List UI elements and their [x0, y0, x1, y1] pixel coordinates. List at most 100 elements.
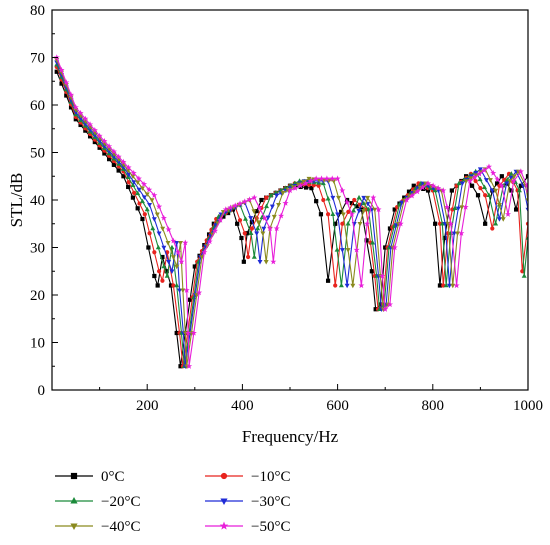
data-point: [106, 143, 113, 149]
data-point: [325, 212, 331, 217]
data-point: [268, 192, 274, 197]
data-point: [419, 184, 426, 191]
data-point: [361, 200, 367, 206]
data-point: [325, 278, 331, 283]
data-point: [178, 258, 185, 265]
legend-item: 0°C: [55, 469, 125, 485]
data-point: [469, 183, 475, 188]
data-point: [199, 255, 205, 260]
data-point: [408, 192, 416, 199]
data-point: [222, 206, 229, 213]
data-point: [211, 227, 219, 234]
data-point: [286, 187, 294, 194]
data-point: [115, 153, 122, 160]
data-point: [174, 264, 180, 270]
data-point: [160, 226, 166, 232]
data-point: [475, 193, 481, 198]
data-point: [264, 203, 270, 209]
data-point: [154, 212, 160, 218]
data-point: [91, 126, 98, 133]
data-point: [135, 206, 140, 211]
data-point: [170, 255, 176, 260]
series-4: [54, 58, 528, 370]
data-point: [251, 209, 257, 214]
data-point: [463, 179, 469, 184]
data-point: [280, 191, 286, 196]
legend-marker: [219, 521, 229, 530]
data-point: [451, 231, 457, 237]
data-point: [126, 184, 131, 190]
data-point: [185, 329, 192, 336]
data-point: [442, 222, 448, 227]
data-point: [466, 177, 473, 184]
data-point: [486, 192, 492, 197]
data-point: [174, 282, 180, 288]
data-point: [478, 186, 483, 191]
data-point: [453, 282, 460, 289]
data-point: [399, 200, 405, 206]
data-point: [485, 163, 492, 170]
data-point: [269, 204, 275, 210]
data-point: [259, 197, 264, 203]
data-point: [251, 254, 257, 259]
data-point: [458, 230, 465, 236]
data-point: [164, 273, 170, 278]
data-point: [116, 168, 121, 173]
data-point: [136, 187, 142, 193]
data-point: [490, 226, 495, 231]
data-point: [131, 180, 137, 185]
data-point: [144, 192, 150, 197]
data-point: [364, 238, 369, 243]
data-point: [169, 244, 175, 250]
data-point: [330, 211, 336, 216]
legend-label: −10°C: [251, 469, 290, 485]
legend-marker: [220, 498, 228, 505]
data-point: [414, 188, 421, 195]
data-point: [111, 162, 116, 167]
data-point: [63, 79, 70, 86]
data-point: [477, 176, 483, 182]
data-point: [344, 199, 351, 205]
data-point: [149, 198, 155, 203]
data-point: [446, 283, 452, 289]
y-tick-label: 70: [30, 51, 45, 67]
axes: 200 400 600 800 1000 0 10 20 30 40 50 60 70 80: [30, 3, 543, 414]
data-point: [455, 231, 461, 237]
data-point: [155, 283, 160, 288]
data-point: [525, 174, 528, 179]
legend-item: −10°C: [205, 469, 290, 485]
data-point: [379, 272, 386, 279]
data-point: [314, 199, 319, 204]
data-point: [338, 282, 344, 288]
data-point: [306, 176, 312, 182]
series-3: [54, 60, 528, 370]
data-point: [356, 194, 362, 200]
data-point: [263, 260, 269, 265]
data-point: [450, 283, 456, 289]
data-point: [96, 132, 103, 139]
data-point: [110, 148, 117, 155]
data-point: [321, 197, 326, 203]
data-point: [292, 184, 299, 191]
data-point: [140, 216, 145, 222]
data-point: [483, 221, 488, 226]
legend-marker: [70, 497, 78, 504]
data-point: [132, 190, 137, 195]
data-point: [498, 182, 505, 189]
data-point: [353, 246, 360, 253]
series-5: [53, 54, 528, 369]
data-point: [471, 174, 478, 181]
data-point: [313, 175, 320, 182]
data-point: [87, 121, 94, 128]
data-point: [139, 198, 145, 204]
data-point: [256, 204, 263, 211]
data-point: [270, 258, 277, 265]
data-point: [430, 182, 437, 189]
data-point: [190, 329, 197, 336]
data-point: [361, 195, 367, 201]
legend-marker: [70, 523, 78, 530]
legend-label: −20°C: [101, 494, 140, 510]
data-point: [365, 195, 371, 201]
y-tick-label: 20: [30, 288, 45, 304]
data-point: [135, 175, 142, 182]
